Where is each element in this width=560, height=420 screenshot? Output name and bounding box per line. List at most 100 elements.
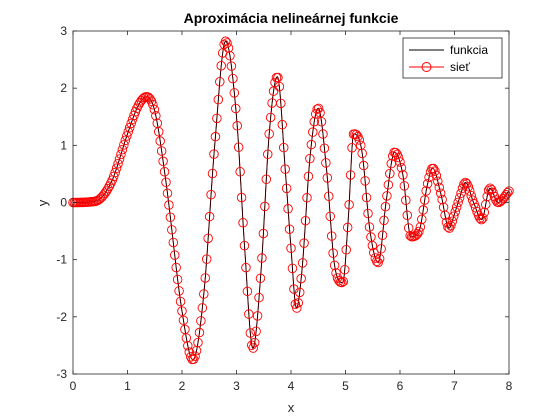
data-point-siet [228, 73, 238, 84]
data-point-siet [119, 140, 129, 150]
chart-title: Aproximácia nelineárnej funkcie [184, 10, 399, 26]
data-point-siet [242, 286, 253, 297]
data-point-siet [342, 222, 353, 233]
data-point-siet [302, 192, 312, 203]
data-point-siet [110, 167, 120, 178]
data-point-siet [328, 248, 338, 258]
data-point-siet [325, 211, 335, 222]
data-point-siet [373, 257, 383, 268]
data-point-siet [297, 258, 308, 268]
data-point-siet [155, 136, 165, 146]
data-point-siet [422, 178, 433, 189]
data-point-siet [116, 149, 126, 160]
y-tick-label: 3 [60, 24, 67, 38]
data-point-siet [338, 276, 349, 287]
data-point-siet [403, 223, 414, 233]
x-tick-label: 4 [288, 379, 295, 393]
data-point-siet [183, 341, 193, 351]
data-point-siet [451, 202, 462, 212]
data-point-siet [223, 43, 234, 53]
data-point-siet [238, 217, 248, 228]
data-point-siet [415, 222, 426, 232]
data-point-siet [456, 188, 466, 199]
data-point-siet [393, 152, 404, 163]
data-point-siet [255, 273, 266, 284]
data-point-siet [306, 139, 317, 150]
data-point-siet [286, 243, 296, 253]
data-point-siet [358, 160, 369, 171]
data-point-siet [398, 170, 408, 180]
data-point-siet [316, 117, 327, 127]
data-point-siet [326, 231, 337, 241]
data-point-siet [402, 210, 413, 220]
data-point-siet [276, 98, 286, 109]
legend-label-siet: sieť [450, 60, 470, 74]
data-point-siet [126, 118, 136, 129]
data-point-siet [251, 326, 261, 337]
data-point-siet [364, 222, 375, 232]
data-point-siet [117, 144, 128, 155]
series-markers-siet [68, 36, 514, 365]
legend-label-funkcia: funkcia [450, 43, 488, 57]
data-point-siet [412, 229, 423, 239]
data-point-siet [431, 170, 442, 181]
data-point-siet [354, 135, 365, 145]
data-point-siet [172, 274, 183, 285]
data-point-siet [169, 250, 180, 260]
data-point-siet [222, 38, 232, 48]
data-point-siet [379, 215, 389, 226]
data-point-siet [395, 157, 405, 167]
plot-area [73, 31, 509, 374]
data-point-siet [232, 121, 242, 131]
data-point-siet [281, 183, 292, 194]
data-point-siet [315, 107, 325, 118]
data-point-siet [437, 194, 447, 205]
data-point-siet [249, 337, 260, 348]
data-point-siet [305, 153, 315, 164]
data-point-siet [322, 173, 333, 183]
data-point-siet [156, 146, 167, 156]
data-point-siet [133, 100, 144, 111]
data-point-siet [303, 171, 314, 182]
data-point-siet [201, 254, 212, 264]
data-point-siet [164, 200, 174, 210]
data-point-siet [207, 168, 218, 179]
data-point-siet [206, 189, 216, 200]
y-tick-label: -3 [56, 367, 67, 381]
data-point-siet [380, 201, 391, 212]
data-point-siet [212, 113, 222, 124]
data-point-siet [466, 190, 476, 201]
data-point-siet [465, 186, 475, 196]
data-point-siet [296, 273, 306, 284]
data-point-siet [321, 158, 331, 168]
y-axis-label: y [35, 199, 50, 206]
data-point-siet [357, 148, 367, 159]
data-point-siet [114, 154, 125, 164]
data-point-siet [449, 211, 459, 221]
data-point-siet [204, 211, 215, 222]
data-point-siet [151, 111, 161, 121]
data-point-siet [345, 170, 356, 180]
data-point-siet [361, 192, 372, 203]
data-point-siet [196, 316, 206, 326]
data-point-siet [278, 142, 289, 153]
x-axis-label: x [288, 400, 295, 415]
data-point-siet [482, 191, 492, 202]
data-point-siet [340, 264, 350, 275]
data-point-siet [374, 253, 385, 264]
data-point-siet [401, 195, 411, 205]
data-point-siet [319, 143, 330, 153]
data-point-siet [444, 223, 455, 233]
data-point-siet [383, 180, 394, 190]
data-point-siet [103, 183, 113, 194]
data-point-siet [231, 103, 241, 114]
data-point-siet [433, 176, 443, 187]
y-tick-label: 2 [60, 81, 67, 95]
data-point-siet [123, 127, 133, 137]
data-point-siet [241, 262, 251, 273]
legend-marker-siet [421, 62, 432, 72]
data-point-siet [233, 142, 244, 153]
data-point-siet [165, 212, 176, 223]
data-point-siet [454, 193, 465, 203]
data-point-siet [220, 36, 231, 47]
